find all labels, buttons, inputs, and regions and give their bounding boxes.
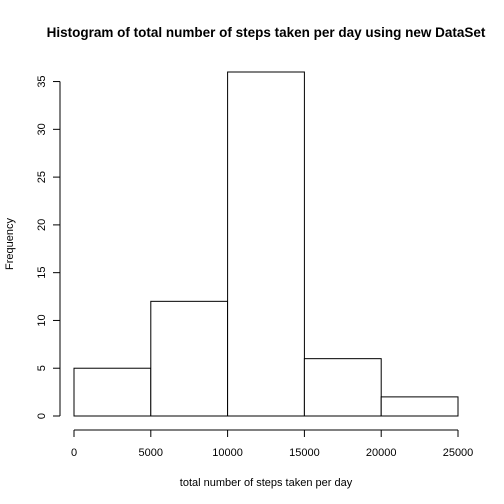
bars-group <box>73 71 459 417</box>
x-tick-label: 0 <box>71 447 77 459</box>
y-tick-label: 5 <box>36 365 48 371</box>
histogram-bar-3 <box>303 358 382 417</box>
histogram-bar-4 <box>380 396 459 417</box>
x-axis: 0 5000 10000 15000 20000 25000 <box>71 429 474 459</box>
y-tick-label: 30 <box>36 123 48 135</box>
y-tick-label: 20 <box>36 219 48 231</box>
x-tick-label: 15000 <box>289 447 320 459</box>
y-tick-label: 10 <box>36 314 48 326</box>
x-tick-label: 25000 <box>443 447 474 459</box>
x-tick-label: 10000 <box>212 447 243 459</box>
chart-title: Histogram of total number of steps taken… <box>47 25 486 40</box>
y-tick-label: 35 <box>36 75 48 87</box>
y-axis-label: Frequency <box>4 218 16 270</box>
histogram-bar-2 <box>227 71 305 417</box>
x-tick-label: 20000 <box>366 447 397 459</box>
y-axis: 0 5 10 15 20 25 30 35 <box>36 75 61 419</box>
x-axis-label: total number of steps taken per day <box>180 477 353 489</box>
y-tick-label: 0 <box>36 413 48 419</box>
y-tick-label: 25 <box>36 171 48 183</box>
histogram-bar-1 <box>150 300 229 417</box>
histogram-bar-0 <box>73 367 152 417</box>
x-tick-label: 5000 <box>139 447 163 459</box>
y-tick-label: 15 <box>36 267 48 279</box>
